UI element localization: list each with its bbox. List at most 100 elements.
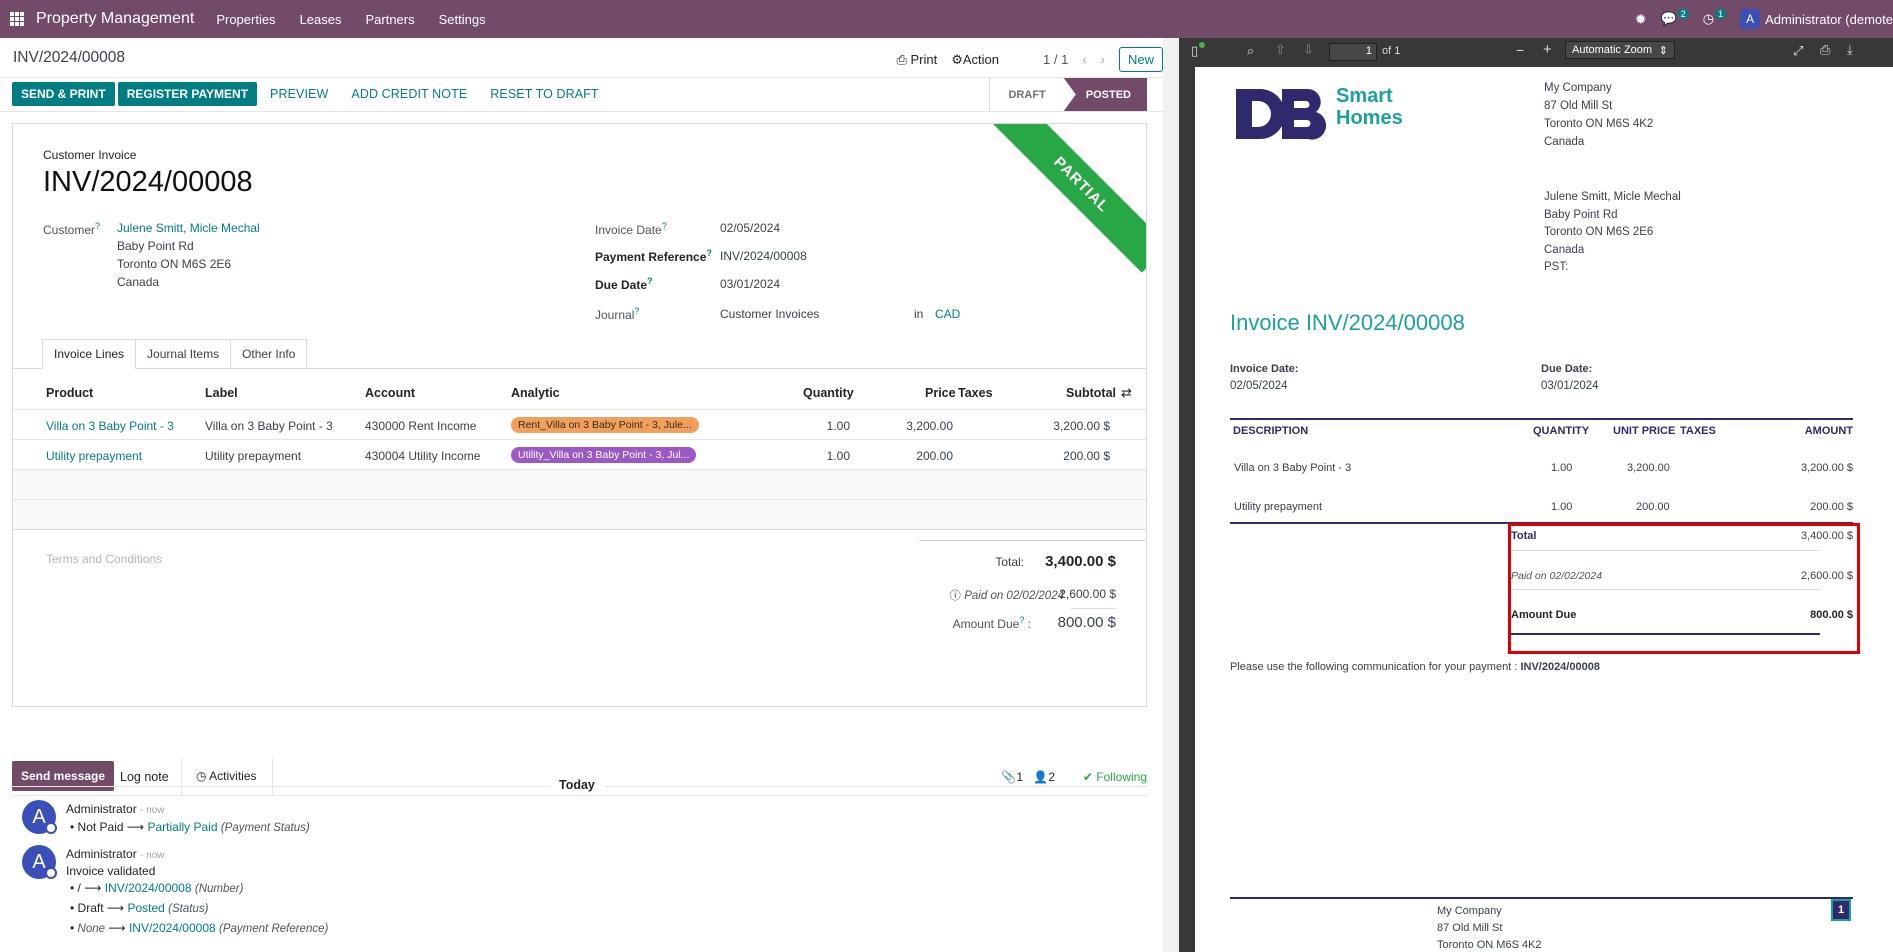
print-icon[interactable]: ⎙ [1820, 42, 1831, 57]
pdf-due-underline [1511, 633, 1820, 635]
followers-icon: 👤 [1033, 770, 1049, 784]
next-page-icon[interactable]: ⇩ [1303, 42, 1314, 57]
col-product[interactable]: Product [46, 386, 94, 400]
send-print-button[interactable]: SEND & PRINT [12, 82, 115, 106]
zoom-out-icon[interactable]: − [1516, 42, 1525, 58]
info-icon[interactable]: ⓘ [949, 590, 961, 602]
print-label: Print [910, 51, 938, 67]
find-icon[interactable]: ⌕ [1247, 43, 1255, 58]
tab-journal-items[interactable]: Journal Items [135, 339, 232, 369]
debug-bug-icon[interactable]: ✹ [1634, 10, 1647, 27]
paid-line[interactable]: ⓘ Paid on 02/02/2024 [950, 587, 1064, 603]
arrow-right-icon: ⟶ [126, 820, 145, 834]
panel-splitter[interactable] [1163, 38, 1179, 952]
col-label[interactable]: Label [205, 386, 238, 400]
add-credit-note-button[interactable]: ADD CREDIT NOTE [351, 87, 468, 101]
avatar[interactable]: A [22, 845, 57, 879]
row-analytic-tag[interactable]: Utility_Villa on 3 Baby Point - 3, Jul..… [511, 447, 697, 463]
status-draft[interactable]: DRAFT [989, 78, 1064, 111]
customer-link[interactable]: Julene Smitt, Micle Mechal [117, 221, 260, 235]
download-icon[interactable]: ⤓ [1847, 42, 1853, 57]
breadcrumb[interactable]: INV/2024/00008 [13, 49, 126, 66]
top-navbar: Property Management Properties Leases Pa… [0, 0, 1893, 38]
print-button[interactable]: ⎙ Print [896, 52, 937, 68]
fullscreen-icon[interactable]: ⤢ [1793, 43, 1804, 58]
attachments-button[interactable]: 📎1 [1001, 770, 1023, 784]
previous-page-icon[interactable]: ⇧ [1275, 42, 1286, 57]
zoom-in-icon[interactable]: + [1543, 41, 1552, 58]
journal-field[interactable]: Customer Invoices [720, 307, 820, 321]
pager-value[interactable]: 1 / 1 [1043, 52, 1069, 67]
paid-value: 2,600.00 $ [1059, 587, 1116, 601]
col-account[interactable]: Account [365, 386, 415, 400]
message-author[interactable]: Administrator [66, 847, 137, 861]
amount-due-label: Amount Due? : [952, 615, 1031, 631]
invoice-date-field[interactable]: 02/05/2024 [720, 221, 781, 235]
status-posted[interactable]: POSTED [1063, 78, 1147, 111]
tracking-old: Draft [77, 901, 104, 915]
row-label: Villa on 3 Baby Point - 3 [205, 419, 333, 433]
arrow-right-icon: ⟶ [108, 921, 126, 935]
pdf-row-description: Utility prepayment [1234, 501, 1323, 513]
apps-menu-icon[interactable] [10, 12, 24, 26]
pager-next-icon[interactable]: › [1100, 52, 1105, 67]
user-menu[interactable]: A Administrator (demote [1740, 9, 1893, 29]
empty-row [13, 469, 1146, 499]
col-taxes[interactable]: Taxes [958, 386, 993, 400]
log-note-button[interactable]: Log note [120, 770, 169, 784]
company-city: Toronto ON M6S 4K2 [1544, 118, 1654, 130]
following-label: Following [1096, 770, 1147, 784]
following-button[interactable]: ✔ Following [1083, 770, 1147, 784]
avatar[interactable]: A [22, 800, 57, 834]
new-button[interactable]: New [1118, 47, 1163, 72]
row-analytic-tag[interactable]: Rent_Villa on 3 Baby Point - 3, Jule... [511, 417, 699, 433]
in-label: in [914, 307, 924, 321]
currency-link[interactable]: CAD [935, 307, 961, 321]
followers-button[interactable]: 👤2 [1033, 770, 1055, 784]
col-analytic[interactable]: Analytic [511, 386, 560, 400]
preview-button[interactable]: PREVIEW [270, 87, 329, 101]
tab-other-info[interactable]: Other Info [230, 339, 308, 369]
customer-street: Baby Point Rd [117, 239, 194, 253]
menu-properties[interactable]: Properties [216, 11, 276, 27]
followers-count: 2 [1048, 770, 1055, 784]
reset-to-draft-button[interactable]: RESET TO DRAFT [490, 87, 599, 101]
notification-dot [1199, 42, 1205, 48]
row-product[interactable]: Villa on 3 Baby Point - 3 [46, 419, 174, 433]
sidebar-toggle-icon[interactable]: ▯ [1191, 43, 1199, 58]
page-number-input[interactable]: 1 [1329, 43, 1377, 61]
partial-ribbon: PARTIAL [993, 124, 1146, 273]
pdf-row-quantity: 1.00 [1551, 462, 1573, 474]
message-time: - now [140, 805, 165, 816]
register-payment-button[interactable]: REGISTER PAYMENT [117, 82, 258, 106]
action-button[interactable]: ⚙Action [951, 52, 999, 68]
col-quantity[interactable]: Quantity [803, 386, 854, 400]
pdf-communication: Please use the following communication f… [1230, 661, 1600, 673]
col-subtotal[interactable]: Subtotal [1066, 386, 1116, 400]
table-row[interactable]: Villa on 3 Baby Point - 3 Villa on 3 Bab… [13, 409, 1146, 439]
pager-prev-icon[interactable]: ‹ [1082, 52, 1087, 67]
menu-partners[interactable]: Partners [365, 11, 415, 27]
message-time: - now [140, 850, 165, 861]
message-author[interactable]: Administrator [66, 802, 137, 816]
pdf-customer-country: Canada [1544, 243, 1585, 256]
app-name[interactable]: Property Management [36, 10, 195, 27]
pdf-col-taxes: TAXES [1680, 425, 1716, 437]
menu-leases[interactable]: Leases [299, 11, 342, 27]
activity-clock-icon[interactable]: ◷ 1 [1703, 9, 1727, 27]
due-date-field[interactable]: 03/01/2024 [720, 277, 781, 291]
tab-invoice-lines[interactable]: Invoice Lines [42, 339, 137, 369]
optional-columns-icon[interactable]: ⇄ [1121, 385, 1132, 400]
payment-ref-field[interactable]: INV/2024/00008 [720, 249, 807, 263]
tracking-new: INV/2024/00008 [104, 881, 192, 895]
zoom-select[interactable]: Automatic Zoom ⇕ [1565, 41, 1675, 59]
table-row[interactable]: Utility prepayment Utility prepayment 43… [13, 439, 1146, 469]
row-price: 200.00 [916, 449, 953, 463]
row-product[interactable]: Utility prepayment [46, 449, 143, 463]
activities-button[interactable]: ◷ Activities [196, 769, 257, 783]
page-count: of 1 [1382, 45, 1401, 57]
messaging-icon[interactable]: 💬 2 [1661, 9, 1689, 27]
terms-field[interactable]: Terms and Conditions [46, 552, 163, 566]
col-price[interactable]: Price [925, 386, 956, 400]
menu-settings[interactable]: Settings [438, 11, 486, 27]
